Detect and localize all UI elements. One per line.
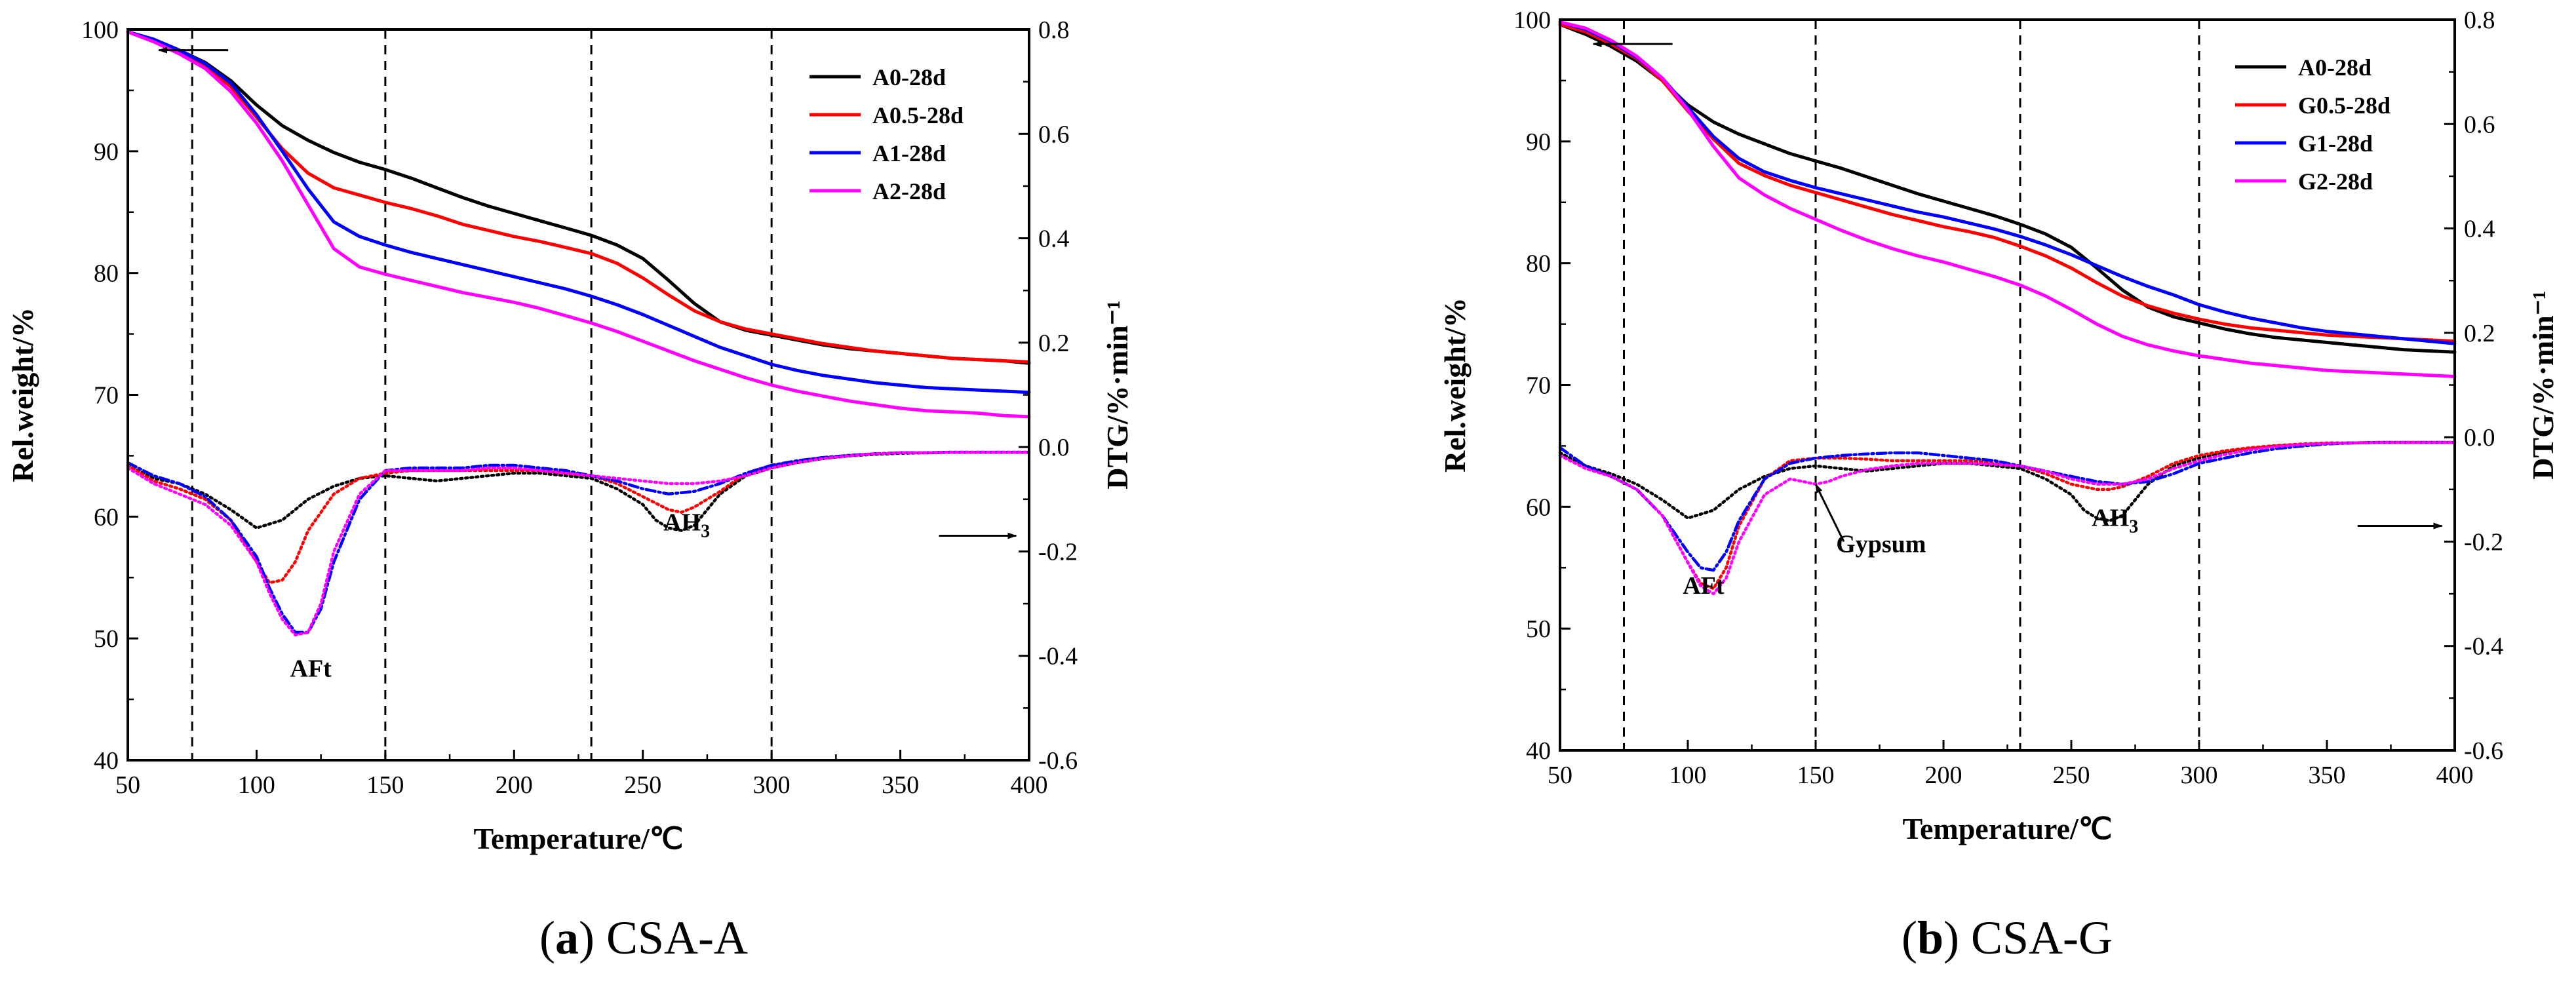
x-tick-label-a-3: 200	[496, 771, 533, 799]
legend-label-b-0: A0-28d	[2298, 54, 2371, 81]
yr-tick-label-b-0: -0.6	[2464, 737, 2503, 765]
yr-tick-label-b-2: -0.2	[2464, 528, 2503, 556]
series-b-0	[1558, 22, 2457, 354]
series-a-7	[126, 450, 1031, 637]
x-tick-label-b-5: 300	[2181, 762, 2218, 789]
yl-tick-label-b-6: 100	[1513, 7, 1551, 34]
legend-label-b-3: G2-28d	[2298, 168, 2373, 195]
x-tick-label-b-0: 50	[1548, 762, 1572, 789]
series-b-6	[1558, 440, 2457, 572]
caption-b: (b) CSA-G	[1901, 912, 2113, 964]
series-b-7	[1558, 440, 2457, 596]
yl-tick-label-a-3: 70	[94, 382, 119, 410]
yr-tick-label-a-6: 0.6	[1038, 121, 1070, 148]
x-tick-label-b-1: 100	[1669, 762, 1707, 789]
yl-tick-label-b-0: 40	[1526, 737, 1551, 765]
yr-tick-label-a-5: 0.4	[1038, 225, 1070, 253]
x-tick-label-a-7: 400	[1011, 771, 1048, 799]
annotation-sub-b-2: 3	[2129, 517, 2138, 537]
yr-tick-label-a-0: -0.6	[1038, 747, 1078, 775]
series-a-2	[126, 30, 1031, 395]
annotation-b-2: AH3	[2092, 505, 2138, 537]
x-tick-label-b-4: 250	[2053, 762, 2090, 789]
yl-tick-label-a-2: 60	[94, 503, 119, 531]
x-tick-label-a-5: 300	[753, 771, 790, 799]
yl-tick-label-b-2: 60	[1526, 493, 1551, 521]
series-b-4	[1558, 440, 2457, 522]
yr-tick-label-b-5: 0.4	[2464, 216, 2495, 243]
yr-tick-label-b-4: 0.2	[2464, 320, 2495, 347]
y-right-title-a: DTG/%·min⁻¹	[1101, 300, 1134, 490]
caption-a-text: CSA-A	[606, 912, 748, 964]
yl-tick-label-a-0: 40	[94, 747, 119, 775]
yr-tick-label-b-7: 0.8	[2464, 7, 2495, 34]
legend-label-a-0: A0-28d	[872, 64, 946, 90]
annotation-a-0: AFt	[290, 655, 332, 683]
plot-frame-a	[127, 28, 1030, 762]
yl-tick-label-a-5: 90	[94, 138, 119, 166]
y-left-title-a: Rel.weight/%	[6, 307, 39, 482]
x-axis-title-b: Temperature/℃	[1903, 812, 2113, 845]
yr-tick-label-b-1: -0.4	[2464, 633, 2503, 661]
caption-b-letter: b	[1917, 912, 1943, 964]
chart-panel-b: 50 100 150 200 250 300 350 400 40 50 60 70 80 90 100 -0…	[1288, 0, 2576, 904]
y-right-title-b: DTG/%·min⁻¹	[2526, 290, 2560, 480]
yl-tick-label-a-1: 50	[94, 625, 119, 653]
annotation-sub-a-1: 3	[701, 522, 710, 542]
yl-tick-label-a-6: 100	[81, 16, 119, 44]
caption-b-text: CSA-G	[1970, 912, 2113, 964]
legend-label-a-3: A2-28d	[872, 178, 946, 204]
legend-label-b-1: G0.5-28d	[2298, 92, 2391, 119]
yr-tick-label-a-3: 0.0	[1038, 434, 1070, 461]
chart-panel-a: 50 100 150 200 250 300 350 400 40 50 60 70 80 90 100 -0…	[0, 0, 1288, 904]
x-tick-label-a-0: 50	[115, 771, 140, 799]
x-tick-label-b-6: 350	[2309, 762, 2346, 789]
yr-tick-label-a-4: 0.2	[1038, 330, 1070, 357]
caption-a: (a) CSA-A	[539, 912, 748, 964]
x-tick-label-a-1: 100	[238, 771, 275, 799]
series-b-1	[1558, 22, 2457, 343]
arrow-b-2	[1814, 483, 1845, 543]
yl-tick-label-b-5: 90	[1526, 128, 1551, 156]
x-tick-label-a-4: 250	[624, 771, 661, 799]
chart-a-svg: 50 100 150 200 250 300 350 400405060708090100-0…	[6, 16, 1134, 855]
caption-a-letter: a	[555, 912, 579, 964]
x-tick-label-a-6: 350	[882, 771, 919, 799]
yl-tick-label-b-3: 70	[1526, 372, 1551, 400]
series-b-2	[1558, 20, 2457, 345]
x-tick-label-a-2: 150	[366, 771, 404, 799]
yr-tick-label-a-2: -0.2	[1038, 538, 1078, 566]
annotation-b-1: Gypsum	[1836, 530, 1926, 558]
yl-tick-label-b-1: 50	[1526, 615, 1551, 643]
yr-tick-label-a-7: 0.8	[1038, 16, 1070, 44]
yr-tick-label-b-6: 0.6	[2464, 111, 2495, 138]
x-tick-label-b-2: 150	[1797, 762, 1835, 789]
series-b-3	[1558, 20, 2457, 378]
series-a-3	[126, 30, 1031, 419]
yr-tick-label-b-3: 0.0	[2464, 424, 2495, 452]
chart-b-svg: 50 100 150 200 250 300 350 400405060708090100-0…	[1438, 7, 2560, 845]
yr-tick-label-a-1: -0.4	[1038, 643, 1078, 670]
legend-label-a-2: A1-28d	[872, 140, 946, 166]
y-left-title-b: Rel.weight/%	[1438, 298, 1472, 473]
x-tick-label-b-3: 200	[1925, 762, 1962, 789]
legend-label-b-2: G1-28d	[2298, 130, 2373, 157]
series-a-6	[126, 450, 1031, 634]
yl-tick-label-a-4: 80	[94, 260, 119, 288]
yl-tick-label-b-4: 80	[1526, 250, 1551, 278]
x-tick-label-b-7: 400	[2436, 762, 2474, 789]
plot-frame-b	[1559, 18, 2456, 752]
x-axis-title-a: Temperature/℃	[474, 822, 684, 855]
series-a-4	[126, 450, 1031, 532]
annotation-b-0: AFt	[1683, 572, 1725, 600]
legend-label-a-1: A0.5-28d	[872, 102, 964, 128]
